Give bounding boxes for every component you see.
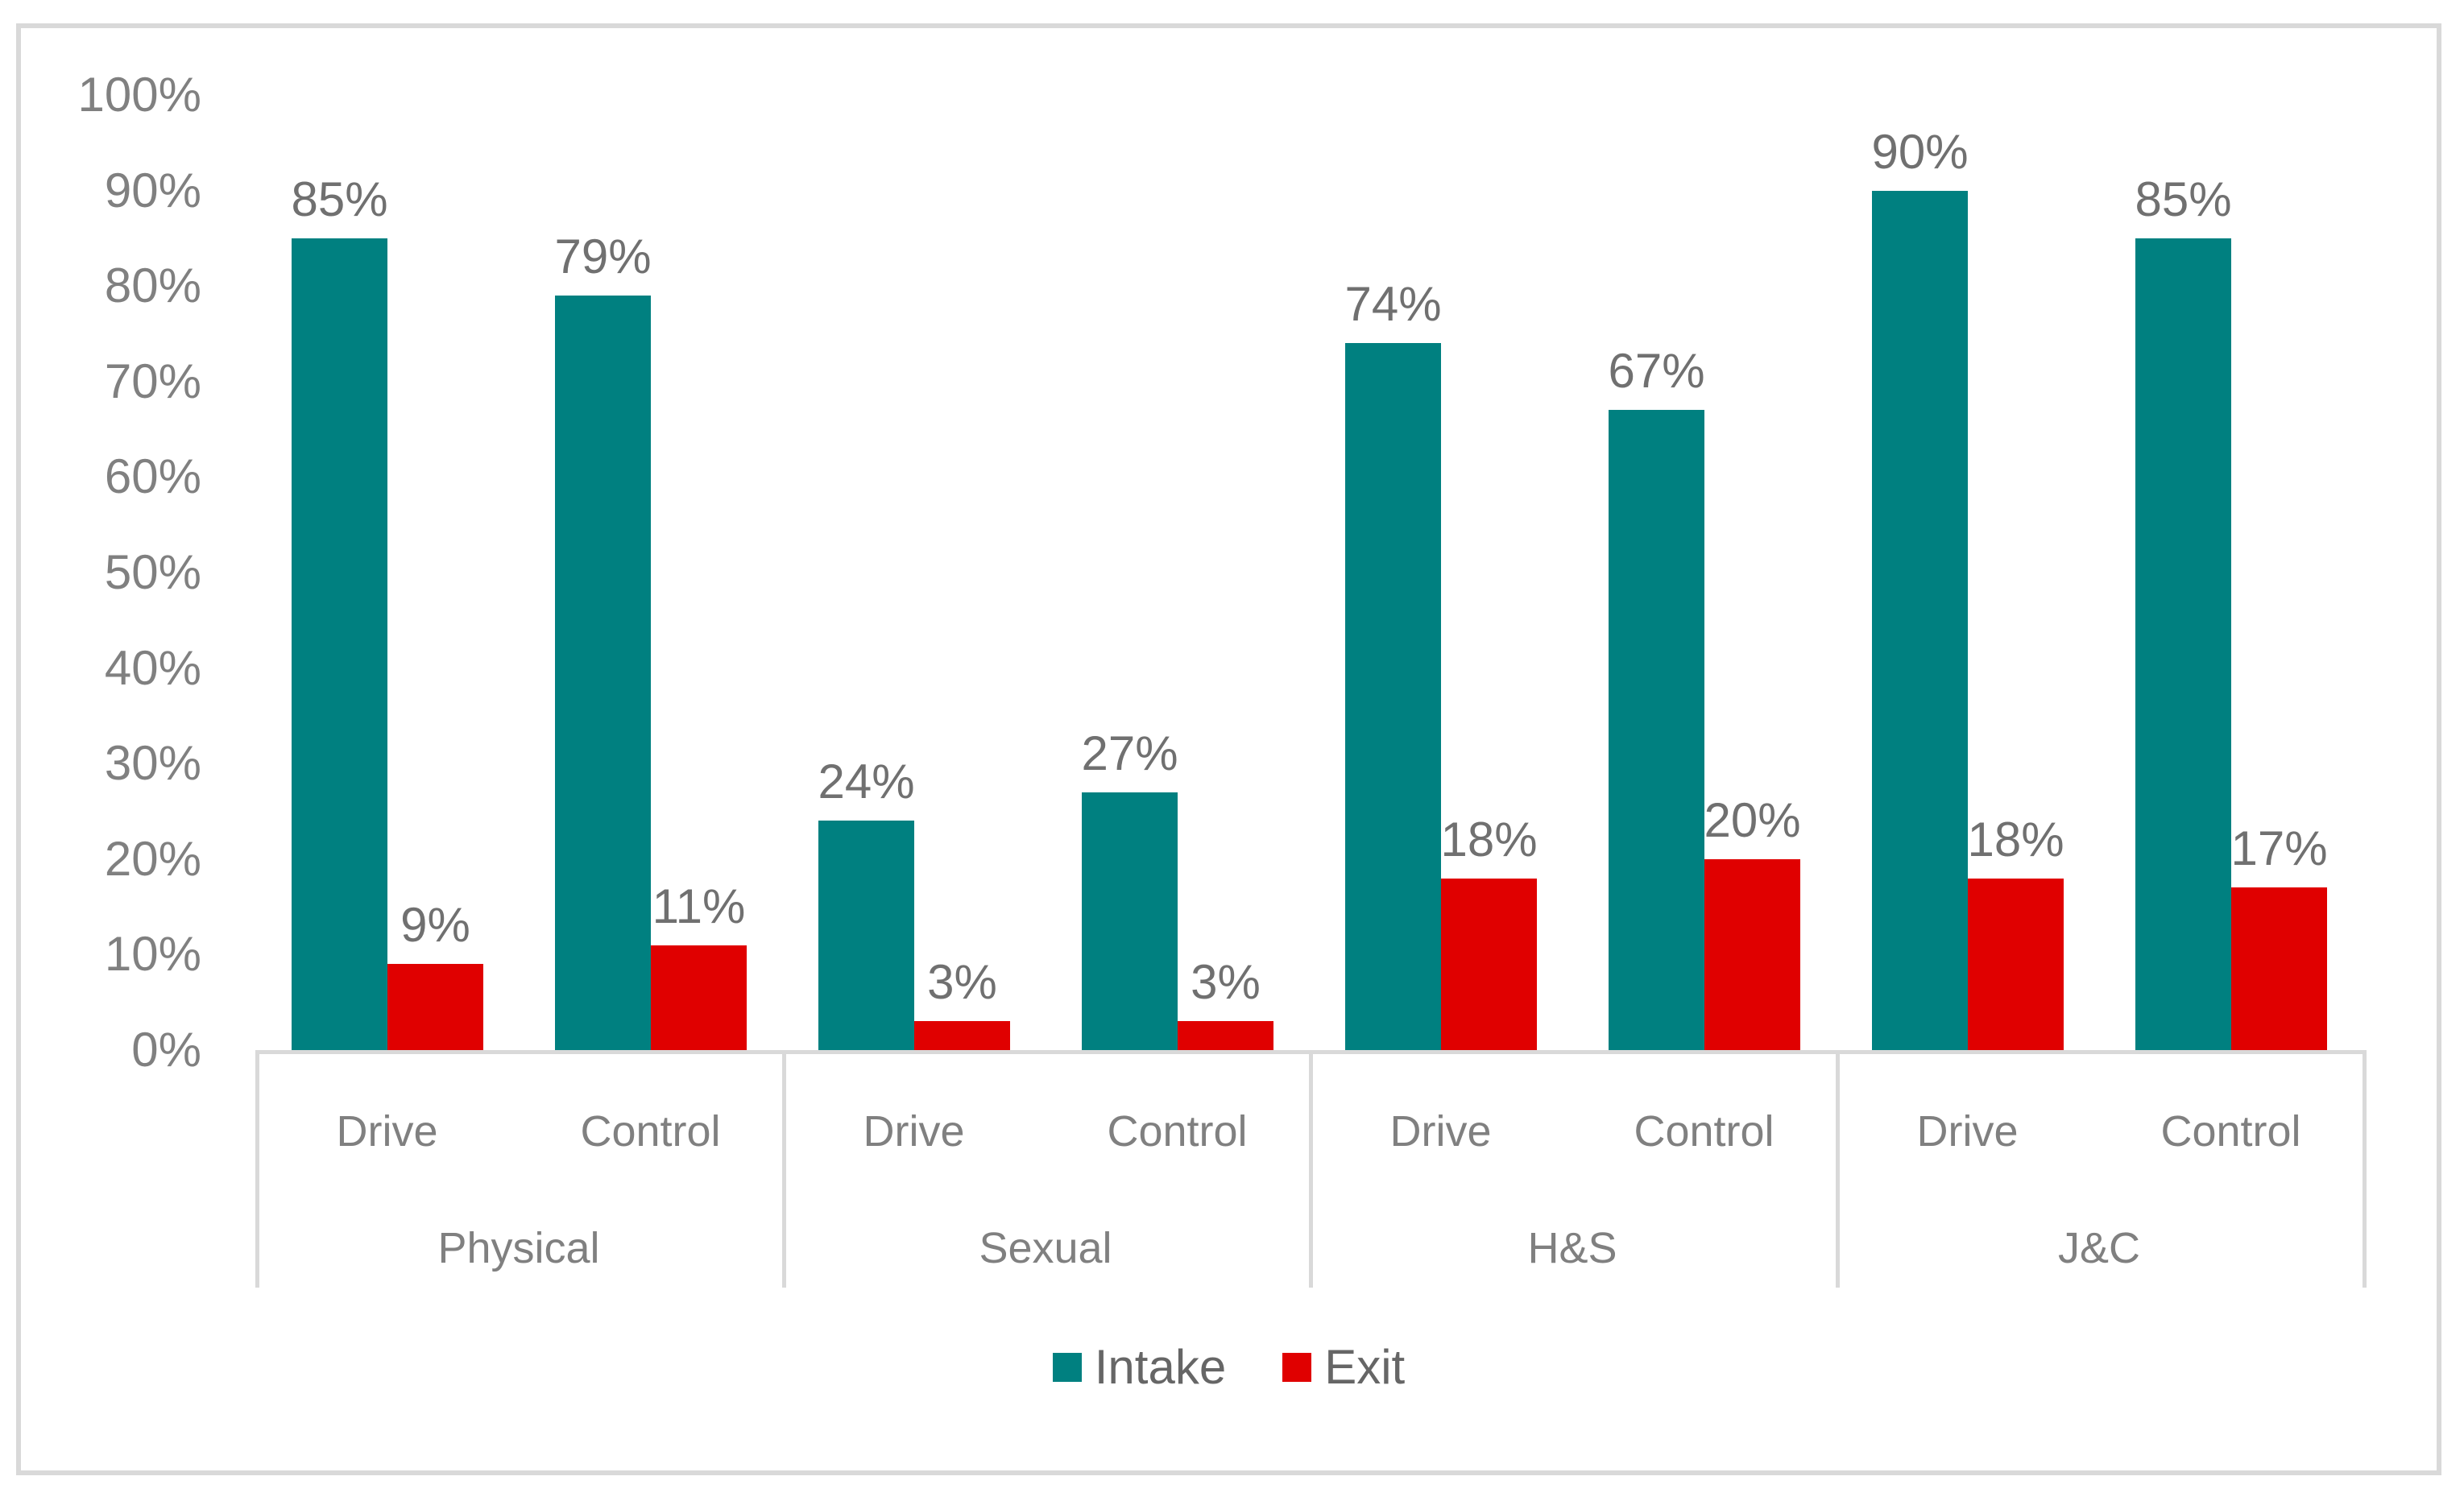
intake-value-label: 85% <box>291 172 388 226</box>
exit-bar <box>1441 879 1537 1050</box>
group-divider <box>255 1050 259 1288</box>
intake-value-label: 74% <box>1344 277 1442 331</box>
group-label: Physical <box>437 1224 600 1272</box>
group-divider <box>1309 1050 1313 1288</box>
y-tick-label: 100% <box>77 68 201 122</box>
y-tick-label: 90% <box>104 163 201 217</box>
group-label: J&C <box>2057 1224 2140 1272</box>
group-divider <box>782 1050 786 1288</box>
group-label: H&S <box>1527 1224 1617 1272</box>
intake-bar <box>1872 191 1968 1050</box>
exit-value-label: 20% <box>1704 793 1801 847</box>
exit-bar <box>387 964 483 1050</box>
intake-bar <box>2135 238 2231 1050</box>
y-tick-label: 70% <box>104 354 201 408</box>
y-tick-label: 30% <box>104 736 201 791</box>
category-label: Control <box>1634 1107 1774 1156</box>
intake-value-label: 67% <box>1608 344 1705 398</box>
category-label: Control <box>1107 1107 1248 1156</box>
group-divider <box>1836 1050 1840 1288</box>
category-label: Control <box>2160 1107 2301 1156</box>
category-label: Drive <box>1389 1107 1492 1156</box>
legend: Intake Exit <box>21 1339 2437 1395</box>
exit-value-label: 18% <box>1967 813 2064 866</box>
category-label: Drive <box>336 1107 438 1156</box>
exit-legend-label: Exit <box>1324 1340 1406 1394</box>
exit-bar <box>1968 879 2064 1050</box>
legend-item-intake: Intake <box>1052 1339 1227 1395</box>
intake-bar <box>818 821 914 1050</box>
y-axis: 0% 10% 20% 30% 40% 50% 60% 70% 80% 90% 100% <box>21 28 201 1470</box>
exit-value-label: 9% <box>400 898 470 952</box>
exit-value-label: 3% <box>1191 955 1261 1009</box>
exit-value-label: 18% <box>1440 813 1538 866</box>
intake-value-label: 79% <box>554 230 652 283</box>
y-tick-label: 40% <box>104 640 201 695</box>
y-tick-label: 10% <box>104 927 201 982</box>
y-tick-label: 20% <box>104 831 201 886</box>
exit-value-label: 11% <box>652 879 746 933</box>
exit-value-label: 3% <box>927 955 997 1009</box>
category-label: Drive <box>863 1107 965 1156</box>
intake-bar <box>555 296 651 1050</box>
intake-bar <box>1345 343 1441 1050</box>
exit-bar <box>1178 1021 1273 1050</box>
intake-legend-swatch <box>1052 1352 1082 1382</box>
category-label: Drive <box>1916 1107 2019 1156</box>
intake-value-label: 85% <box>2135 172 2232 226</box>
exit-legend-swatch <box>1282 1352 1312 1382</box>
y-tick-label: 60% <box>104 449 201 504</box>
intake-bar <box>1082 792 1178 1050</box>
exit-bar <box>1704 859 1800 1050</box>
category-label: Control <box>580 1107 721 1156</box>
x-axis-table: Drive Control Drive Control Drive Control Driv… <box>21 28 2437 1470</box>
intake-value-label: 24% <box>818 755 915 808</box>
plot-area: 85% 9% 79% 11% 24% 3% 27% 3% 74% 18% 67% 20% 90% 18% 8… <box>21 28 2437 1470</box>
group-divider <box>2363 1050 2367 1288</box>
intake-bar <box>292 238 387 1050</box>
exit-value-label: 17% <box>2230 821 2328 875</box>
exit-bar <box>2231 887 2327 1050</box>
legend-item-exit: Exit <box>1282 1339 1405 1395</box>
group-label: Sexual <box>979 1224 1112 1272</box>
y-tick-label: 80% <box>104 258 201 313</box>
intake-bar <box>1609 410 1704 1050</box>
intake-value-label: 27% <box>1081 726 1178 780</box>
y-tick-label: 0% <box>131 1023 201 1077</box>
exit-bar <box>914 1021 1010 1050</box>
intake-value-label: 90% <box>1871 125 1969 179</box>
y-tick-label: 50% <box>104 545 201 599</box>
exit-bar <box>651 945 747 1050</box>
chart-frame: 0% 10% 20% 30% 40% 50% 60% 70% 80% 90% 100% 85% 9% 7… <box>16 23 2441 1475</box>
intake-legend-label: Intake <box>1094 1340 1227 1394</box>
